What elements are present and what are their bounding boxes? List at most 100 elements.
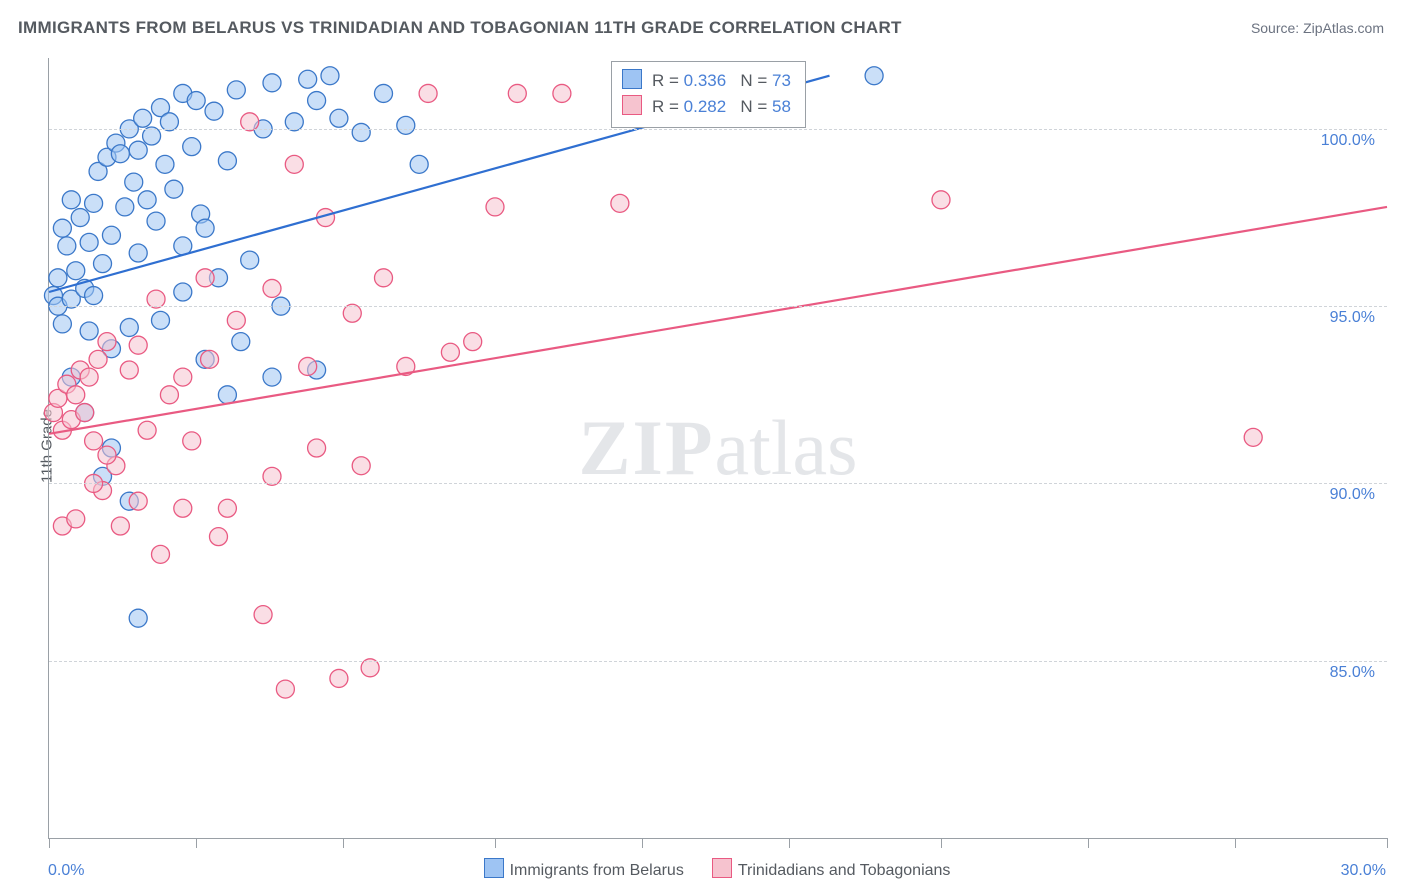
data-point [308, 439, 326, 457]
data-point [71, 209, 89, 227]
gridline [49, 483, 1387, 484]
data-point [80, 233, 98, 251]
data-point [397, 116, 415, 134]
data-point [174, 499, 192, 517]
data-point [58, 237, 76, 255]
data-point [276, 680, 294, 698]
chart-title: IMMIGRANTS FROM BELARUS VS TRINIDADIAN A… [18, 18, 902, 38]
data-point [263, 74, 281, 92]
x-tick [1235, 838, 1236, 848]
data-point [152, 545, 170, 563]
data-point [174, 283, 192, 301]
legend-swatch [622, 69, 642, 89]
data-point [201, 350, 219, 368]
legend-swatch [622, 95, 642, 115]
data-point [152, 311, 170, 329]
x-tick [343, 838, 344, 848]
data-point [205, 102, 223, 120]
data-point [85, 287, 103, 305]
data-point [227, 81, 245, 99]
data-point [227, 311, 245, 329]
data-point [865, 67, 883, 85]
data-point [76, 404, 94, 422]
x-tick [49, 838, 50, 848]
x-tick [789, 838, 790, 848]
legend-swatch [712, 858, 732, 878]
data-point [165, 180, 183, 198]
x-tick [196, 838, 197, 848]
data-point [441, 343, 459, 361]
x-tick [941, 838, 942, 848]
data-point [85, 432, 103, 450]
data-point [932, 191, 950, 209]
source-label: Source: ZipAtlas.com [1251, 20, 1384, 36]
data-point [102, 226, 120, 244]
data-point [254, 606, 272, 624]
data-point [138, 191, 156, 209]
data-point [508, 84, 526, 102]
data-point [80, 368, 98, 386]
data-point [94, 255, 112, 273]
data-point [419, 84, 437, 102]
data-point [375, 84, 393, 102]
stats-legend: R = 0.336 N = 73R = 0.282 N = 58 [611, 61, 806, 128]
data-point [553, 84, 571, 102]
data-point [196, 219, 214, 237]
data-point [263, 368, 281, 386]
x-tick [1088, 838, 1089, 848]
data-point [53, 219, 71, 237]
data-point [241, 251, 259, 269]
data-point [116, 198, 134, 216]
data-point [321, 67, 339, 85]
y-tick-label: 90.0% [1330, 486, 1375, 504]
data-point [129, 609, 147, 627]
bottom-legend: Immigrants from BelarusTrinidadians and … [0, 858, 1406, 880]
y-tick-label: 95.0% [1330, 309, 1375, 327]
data-point [98, 446, 116, 464]
legend-label: Immigrants from Belarus [510, 862, 684, 879]
data-point [49, 269, 67, 287]
data-point [299, 357, 317, 375]
data-point [111, 517, 129, 535]
trend-line [49, 207, 1387, 434]
data-point [53, 315, 71, 333]
data-point [67, 386, 85, 404]
data-point [129, 492, 147, 510]
data-point [263, 279, 281, 297]
data-point [85, 194, 103, 212]
data-point [218, 152, 236, 170]
x-tick [642, 838, 643, 848]
data-point [232, 333, 250, 351]
stats-row: R = 0.336 N = 73 [622, 68, 791, 94]
data-point [120, 361, 138, 379]
data-point [156, 155, 174, 173]
data-point [67, 510, 85, 528]
data-point [486, 198, 504, 216]
legend-swatch [484, 858, 504, 878]
data-point [67, 262, 85, 280]
data-point [111, 145, 129, 163]
data-point [330, 669, 348, 687]
data-point [174, 368, 192, 386]
data-point [129, 336, 147, 354]
data-point [352, 123, 370, 141]
data-point [1244, 428, 1262, 446]
gridline [49, 129, 1387, 130]
stats-row: R = 0.282 N = 58 [622, 94, 791, 120]
data-point [134, 109, 152, 127]
data-point [147, 212, 165, 230]
y-tick-label: 100.0% [1321, 132, 1375, 150]
data-point [80, 322, 98, 340]
data-point [183, 432, 201, 450]
data-point [89, 350, 107, 368]
x-tick [1387, 838, 1388, 848]
scatter-svg [49, 58, 1387, 838]
y-tick-label: 85.0% [1330, 664, 1375, 682]
data-point [464, 333, 482, 351]
data-point [125, 173, 143, 191]
data-point [98, 333, 116, 351]
data-point [187, 92, 205, 110]
data-point [129, 244, 147, 262]
data-point [129, 141, 147, 159]
gridline [49, 661, 1387, 662]
